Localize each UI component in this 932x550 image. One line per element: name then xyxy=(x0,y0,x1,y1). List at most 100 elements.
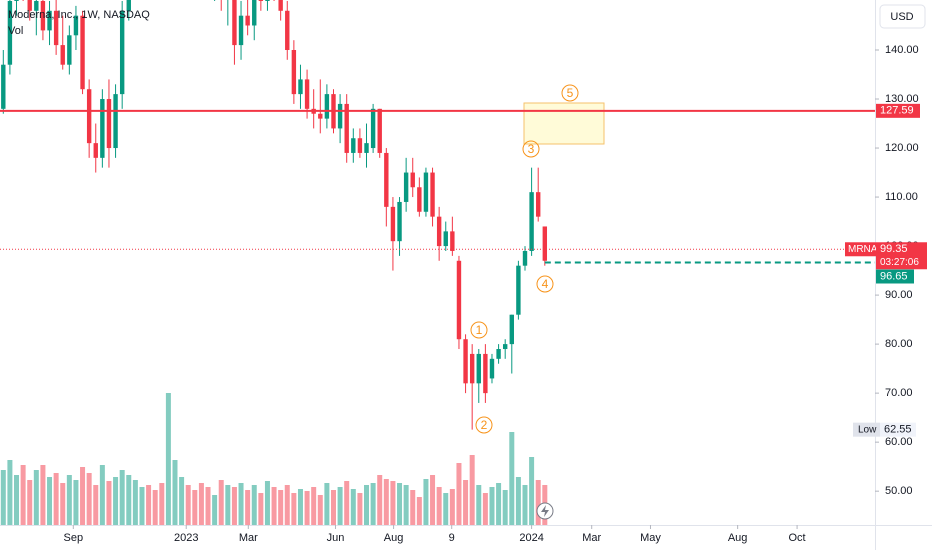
candle-body xyxy=(417,187,422,212)
candle-body xyxy=(324,94,330,119)
candle-body xyxy=(456,260,462,340)
volume-bar xyxy=(330,490,336,525)
volume-bar xyxy=(284,485,290,525)
volume-bar xyxy=(304,491,310,525)
volume-bar xyxy=(416,497,422,525)
candle-body xyxy=(80,15,85,90)
volume-label: Vol xyxy=(8,25,23,37)
chart-title: Moderna, Inc., 1W, NASDAQ xyxy=(8,9,150,21)
volume-bar xyxy=(344,481,350,525)
volume-bar xyxy=(291,493,297,525)
volume-bar xyxy=(357,493,363,525)
volume-bar xyxy=(436,487,442,525)
volume-bar xyxy=(165,393,171,525)
candle-body xyxy=(529,192,534,251)
target-label-box xyxy=(876,269,914,284)
volume-bar xyxy=(463,480,469,525)
volume-bar xyxy=(14,475,20,525)
candle-body xyxy=(370,108,376,149)
volume-bar xyxy=(86,473,92,525)
target-label: 96.65 xyxy=(880,270,908,282)
volume-bar xyxy=(370,483,376,525)
volume-bar xyxy=(297,489,303,525)
volume-bar xyxy=(185,485,191,525)
volume-bar xyxy=(449,489,455,525)
volume-bar xyxy=(350,489,356,525)
candle-body xyxy=(34,0,39,11)
volume-bar xyxy=(324,483,330,525)
candle-body xyxy=(14,0,19,1)
volume-bar xyxy=(535,480,541,525)
x-tick-label: Aug xyxy=(384,532,404,544)
candle-body xyxy=(377,108,382,153)
volume-bar xyxy=(212,495,218,525)
x-tick-label: Mar xyxy=(239,532,258,544)
volume-bar xyxy=(496,483,502,525)
plot-area xyxy=(0,0,875,525)
candle-body xyxy=(357,138,363,153)
currency-button[interactable] xyxy=(879,4,926,29)
volume-bar xyxy=(113,477,119,525)
candle-body xyxy=(403,172,409,202)
candle-body xyxy=(238,15,244,46)
volume-bar xyxy=(410,490,416,525)
volume-bar xyxy=(529,457,535,525)
volume-bar xyxy=(337,487,343,525)
volume-bar xyxy=(278,490,284,525)
candle-body xyxy=(483,353,488,394)
x-tick-label: May xyxy=(640,532,661,544)
volume-bar xyxy=(205,487,211,525)
volume-bar xyxy=(119,470,125,525)
low-label: Low xyxy=(858,424,877,435)
candle-body xyxy=(344,103,349,153)
volume-bar xyxy=(264,481,270,525)
volume-bar xyxy=(231,487,237,525)
candle-body xyxy=(265,0,270,1)
volume-bar xyxy=(317,495,323,525)
resistance-label: 127.59 xyxy=(880,105,914,117)
candle-body xyxy=(536,192,541,217)
x-tick-label: Oct xyxy=(789,532,806,544)
volume-bar xyxy=(469,455,475,525)
candle-body xyxy=(53,10,59,46)
candle-body xyxy=(450,231,455,251)
candle-body xyxy=(7,0,13,65)
volume-bar xyxy=(106,481,112,525)
candle-body xyxy=(47,10,52,31)
volume-bar xyxy=(20,465,26,525)
annotation-label: 1 xyxy=(476,323,483,337)
volume-bar xyxy=(53,473,59,525)
y-tick-label: 120.00 xyxy=(885,142,919,154)
volume-bar xyxy=(311,487,317,525)
annotation-circle xyxy=(522,140,540,158)
volume-bar xyxy=(364,485,370,525)
symbol-label-box xyxy=(845,242,876,257)
candle-body xyxy=(40,0,46,31)
volume-bar xyxy=(403,485,409,525)
x-tick-label: Sep xyxy=(64,532,84,544)
volume-bar xyxy=(489,487,495,525)
candle-body xyxy=(258,0,264,1)
volume-bar xyxy=(258,493,264,525)
alert-icon[interactable] xyxy=(536,502,554,520)
volume-bar xyxy=(423,479,429,525)
volume-bar xyxy=(251,485,257,525)
candle-body xyxy=(436,216,442,247)
candle-body xyxy=(100,99,105,158)
volume-bar xyxy=(245,490,251,525)
candle-body xyxy=(410,172,415,188)
y-tick-label: 130.00 xyxy=(885,93,919,105)
volume-bar xyxy=(476,485,482,525)
volume-bar xyxy=(198,483,204,525)
x-tick-label: Jun xyxy=(327,532,345,544)
volume-bar xyxy=(139,487,145,525)
y-tick-label: 140.00 xyxy=(885,44,919,56)
y-tick-label: 60.00 xyxy=(885,436,913,448)
candle-body xyxy=(364,143,369,153)
annotation-circle xyxy=(536,275,554,293)
candle-body xyxy=(423,172,429,212)
volume-bar xyxy=(522,485,528,525)
candle-body xyxy=(489,358,495,379)
